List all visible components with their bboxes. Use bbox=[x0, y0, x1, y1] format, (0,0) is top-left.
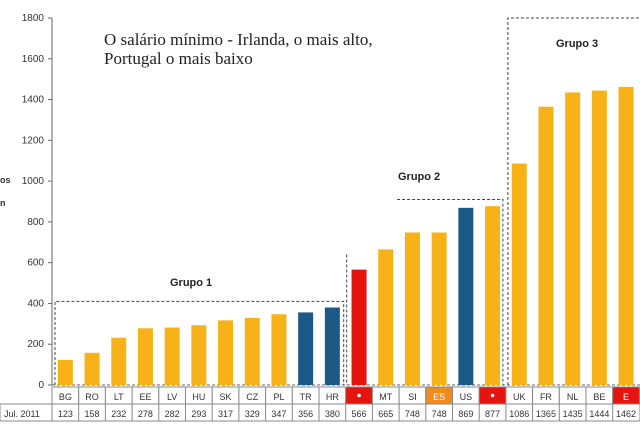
value-label: 293 bbox=[191, 409, 206, 419]
bar bbox=[164, 327, 180, 385]
value-label: 380 bbox=[325, 409, 340, 419]
category-label: PL bbox=[273, 392, 284, 402]
value-label: 877 bbox=[485, 409, 500, 419]
value-label: 1462 bbox=[616, 409, 636, 419]
bar bbox=[57, 359, 73, 385]
flag-dot-icon bbox=[357, 393, 361, 398]
category-label: MT bbox=[379, 392, 392, 402]
y-tick-label: 800 bbox=[27, 217, 44, 228]
value-label: 123 bbox=[58, 409, 73, 419]
value-label: 347 bbox=[271, 409, 286, 419]
category-label: ES bbox=[433, 392, 445, 402]
bar bbox=[271, 314, 287, 385]
category-label: BG bbox=[59, 392, 72, 402]
value-label: 748 bbox=[405, 409, 420, 419]
category-label: UK bbox=[513, 392, 526, 402]
value-label: 158 bbox=[85, 409, 100, 419]
y-tick-label: 1800 bbox=[22, 13, 45, 24]
category-label: HU bbox=[192, 392, 205, 402]
category-label: BE bbox=[593, 392, 605, 402]
category-label: SI bbox=[408, 392, 417, 402]
bar bbox=[591, 90, 607, 385]
y-tick-label: 1600 bbox=[22, 54, 45, 65]
category-label: HR bbox=[326, 392, 339, 402]
value-label: 869 bbox=[458, 409, 473, 419]
bar bbox=[324, 307, 340, 385]
value-label: 317 bbox=[218, 409, 233, 419]
value-label: 329 bbox=[245, 409, 260, 419]
category-label: CZ bbox=[246, 392, 258, 402]
y-tick-label: 200 bbox=[27, 339, 44, 350]
ylabel-fragment: n bbox=[0, 198, 6, 208]
category-label: TR bbox=[300, 392, 312, 402]
value-label: 1444 bbox=[589, 409, 609, 419]
bar bbox=[244, 317, 260, 385]
bar bbox=[111, 337, 127, 385]
value-label: 748 bbox=[432, 409, 447, 419]
group-2-label: Grupo 2 bbox=[398, 171, 441, 183]
category-label: E bbox=[623, 392, 629, 402]
y-tick-label: 400 bbox=[27, 298, 44, 309]
value-label: 232 bbox=[111, 409, 126, 419]
value-label: 665 bbox=[378, 409, 393, 419]
title-line-2: Portugal o mais baixo bbox=[104, 49, 253, 68]
category-label: EE bbox=[139, 392, 151, 402]
bar bbox=[298, 312, 314, 385]
ylabel-fragment: os bbox=[0, 175, 11, 185]
value-label: 1086 bbox=[509, 409, 529, 419]
bar bbox=[191, 325, 207, 385]
category-label: RO bbox=[85, 392, 99, 402]
category-label: FR bbox=[540, 392, 552, 402]
bar bbox=[538, 106, 554, 386]
bar bbox=[218, 320, 234, 385]
chart-title: O salário mínimo - Irlanda, o mais alto,… bbox=[104, 30, 373, 68]
category-label: SK bbox=[220, 392, 232, 402]
category-label: NL bbox=[567, 392, 579, 402]
group-2-box bbox=[397, 198, 504, 385]
value-label: 1365 bbox=[536, 409, 556, 419]
bar bbox=[431, 232, 447, 385]
y-tick-label: 1000 bbox=[22, 176, 45, 187]
category-label: LV bbox=[167, 392, 177, 402]
bar bbox=[511, 163, 527, 385]
group-3-label: Grupo 3 bbox=[556, 38, 599, 50]
group-1-label: Grupo 1 bbox=[170, 277, 213, 289]
bar bbox=[618, 86, 634, 386]
value-label: 282 bbox=[165, 409, 180, 419]
value-label: 1435 bbox=[563, 409, 583, 419]
flag-dot-icon bbox=[490, 393, 495, 398]
value-label: 356 bbox=[298, 409, 313, 419]
bar bbox=[565, 92, 581, 386]
category-label: US bbox=[460, 392, 473, 402]
bar bbox=[84, 352, 100, 385]
table-row-label: Jul. 2011 bbox=[4, 409, 40, 419]
bar bbox=[485, 206, 501, 385]
y-tick-label: 1200 bbox=[22, 135, 45, 146]
value-label: 278 bbox=[138, 409, 153, 419]
bar bbox=[458, 207, 474, 385]
y-tick-label: 0 bbox=[38, 380, 44, 391]
bar bbox=[404, 232, 420, 385]
value-label: 566 bbox=[352, 409, 367, 419]
y-tick-label: 1400 bbox=[22, 95, 45, 106]
y-tick-label: 600 bbox=[27, 258, 44, 269]
bar bbox=[137, 328, 153, 385]
table-label-cell bbox=[612, 386, 640, 405]
bar bbox=[351, 269, 367, 385]
title-line-1: O salário mínimo - Irlanda, o mais alto, bbox=[104, 30, 373, 49]
bar bbox=[378, 249, 394, 385]
group-3-box bbox=[507, 17, 640, 385]
category-label: LT bbox=[114, 392, 124, 402]
group-1-box bbox=[54, 300, 345, 385]
